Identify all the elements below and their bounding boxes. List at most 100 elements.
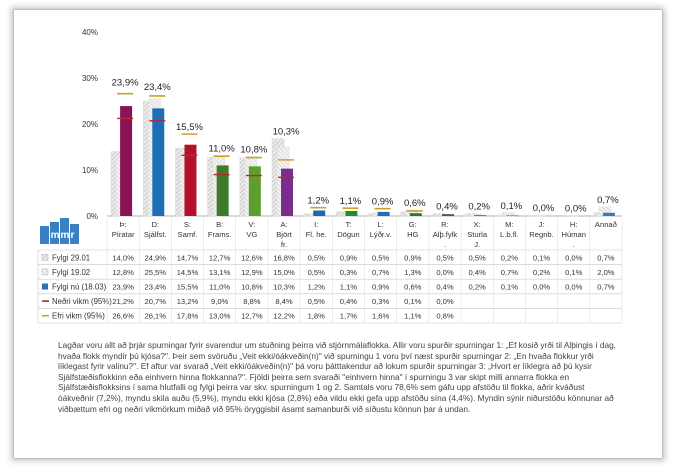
methodology-note: Lagðar voru allt að þrjár spurningar fyr… <box>58 340 616 414</box>
table-cell: 12,9% <box>241 268 263 277</box>
category-label: I: <box>314 220 318 229</box>
bar-current <box>474 215 487 216</box>
table-cell: 0,1% <box>501 283 519 292</box>
category-label: Samf. <box>178 230 198 239</box>
category-label: . <box>444 240 446 249</box>
table-cell: 8,8% <box>243 297 261 306</box>
table-cell: 1,7% <box>340 312 358 321</box>
table-cell: 0,0% <box>565 253 583 262</box>
bar-current <box>345 210 358 216</box>
category-label: Dögun <box>337 230 359 239</box>
category-label: Píratar <box>112 230 135 239</box>
category-label: Björt <box>276 230 293 239</box>
category-label: Sturla <box>467 230 488 239</box>
table-cell: 15,0% <box>273 268 295 277</box>
category-label: B: <box>216 220 223 229</box>
category-label: D: <box>151 220 159 229</box>
table-cell: 0,9% <box>372 283 390 292</box>
table-cell: 25,5% <box>145 268 167 277</box>
category-label: V: <box>248 220 255 229</box>
category-label: L: <box>377 220 383 229</box>
table-cell: 0,9% <box>404 253 422 262</box>
table-cell: 0,5% <box>436 253 454 262</box>
data-label: 0,2% <box>468 202 490 213</box>
table-cell: 13,2% <box>177 297 199 306</box>
data-label: 1,1% <box>340 196 362 207</box>
category-label: R: <box>441 220 449 229</box>
table-cell: 1,6% <box>372 312 390 321</box>
table-cell: 26,1% <box>145 312 167 321</box>
table-cell: 0,0% <box>533 283 551 292</box>
bar-current <box>409 213 422 216</box>
table-cell: 24,9% <box>145 253 167 262</box>
table-cell: 16,8% <box>273 253 295 262</box>
table-cell: 0,6% <box>404 283 422 292</box>
category-label: Húman <box>561 230 585 239</box>
legend-label: Fylgi 29.01 <box>52 253 90 262</box>
category-label: Annað <box>595 220 617 229</box>
table-cell: 17,8% <box>177 312 199 321</box>
category-label: M: <box>505 220 513 229</box>
table-cell: 0,0% <box>436 268 454 277</box>
table-cell: 1,3% <box>404 268 422 277</box>
legend-label: Neðri vikm (95%) <box>52 297 112 306</box>
table-cell: 0,1% <box>404 297 422 306</box>
table-cell: 0,7% <box>597 283 615 292</box>
category-label: Alþ.fylk <box>433 230 458 239</box>
bar-prev-1902 <box>502 212 515 217</box>
legend-key-current <box>42 283 48 290</box>
table-cell: 0,7% <box>597 253 615 262</box>
category-label: T: <box>345 220 351 229</box>
table-cell: 0,1% <box>565 268 583 277</box>
y-tick-label: 20% <box>82 120 98 129</box>
table-cell: 14,5% <box>177 268 199 277</box>
table-cell: 0,3% <box>372 297 390 306</box>
table-cell: 0,7% <box>501 268 519 277</box>
table-cell: 12,7% <box>209 253 231 262</box>
table-cell: 14,7% <box>177 253 199 262</box>
table-cell: 20,7% <box>145 297 167 306</box>
category-label: S: <box>184 220 191 229</box>
category-label: X: <box>474 220 481 229</box>
category-label: G: <box>409 220 417 229</box>
data-label: 0,0% <box>533 203 555 214</box>
category-label: fr. <box>281 240 287 249</box>
table-cell: 12,6% <box>241 253 263 262</box>
bar-current <box>120 106 133 216</box>
data-label: 0,1% <box>501 201 523 212</box>
bar-current <box>248 166 261 216</box>
legend-label: Fylgi 19.02 <box>52 268 90 277</box>
category-label: VG <box>246 230 257 239</box>
category-label: HG <box>407 230 418 239</box>
data-label: 0,7% <box>597 195 619 206</box>
table-cell: 15,5% <box>177 283 199 292</box>
table-cell: 0,4% <box>469 268 487 277</box>
table-cell: 12,7% <box>241 312 263 321</box>
legend-key-1902 <box>41 268 49 276</box>
table-cell: 0,0% <box>565 283 583 292</box>
table-cell: 0,0% <box>436 297 454 306</box>
category-label: A: <box>280 220 287 229</box>
table-cell: 2,0% <box>597 268 615 277</box>
table-cell: 11,0% <box>209 283 230 292</box>
bar-current <box>602 212 615 216</box>
table-cell: 0,5% <box>372 253 390 262</box>
legend-label: Fylgi nú (18.03) <box>52 283 107 292</box>
table-cell: 0,2% <box>501 253 519 262</box>
data-label: 0,6% <box>404 198 426 209</box>
category-label: Lýðr.v. <box>370 230 392 239</box>
table-cell: 23,9% <box>112 283 134 292</box>
table-cell: 0,2% <box>469 283 487 292</box>
mmr-logo: mmr <box>40 218 86 244</box>
logo-text: mmr <box>50 230 76 241</box>
bar-prev-1902 <box>534 214 547 217</box>
category-label: Fl. he. <box>306 230 327 239</box>
y-tick-label: 10% <box>82 166 98 175</box>
bar-current <box>152 108 165 216</box>
y-tick-label: 40% <box>82 28 98 37</box>
table-cell: 13,1% <box>209 268 231 277</box>
data-label: 0,9% <box>372 197 394 208</box>
table-cell: 0,4% <box>436 283 454 292</box>
legend-label: Efri vikm (95%) <box>52 312 105 321</box>
